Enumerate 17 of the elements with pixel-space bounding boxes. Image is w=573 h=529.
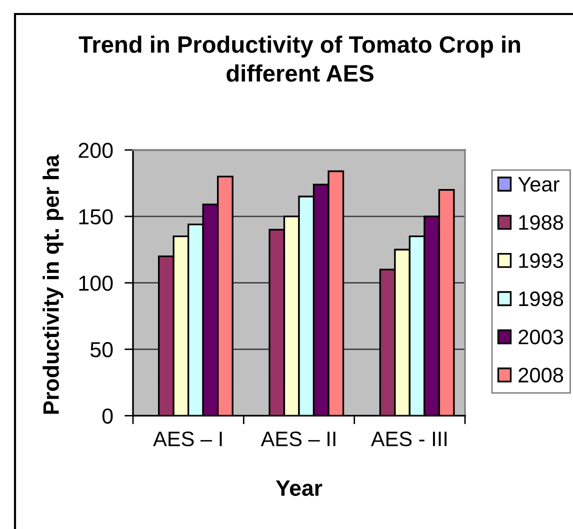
x-axis-title: Year bbox=[276, 480, 322, 496]
legend-label: 2003 bbox=[518, 330, 564, 344]
y-axis-title: Productivity in qt. per ha bbox=[42, 154, 64, 414]
y-tick-label: 50 bbox=[90, 342, 113, 358]
y-tick-label: 150 bbox=[79, 209, 113, 224]
y-tick-label: 200 bbox=[78, 142, 113, 158]
legend-label: 1993 bbox=[519, 253, 564, 268]
x-tick-label: AES – II bbox=[260, 432, 336, 446]
x-tick-label: AES - III bbox=[370, 432, 447, 446]
legend-label: 2008 bbox=[518, 368, 564, 383]
chart-title: Trend in Productivity of Tomato Crop in different AES bbox=[78, 36, 520, 82]
y-tick-label: 0 bbox=[102, 408, 113, 424]
legend-label: 1998 bbox=[519, 291, 564, 306]
legend-label: 1988 bbox=[519, 215, 564, 230]
legend-label: Year bbox=[518, 177, 560, 192]
x-tick-label: AES – I bbox=[153, 432, 222, 446]
y-tick-label: 100 bbox=[79, 276, 113, 291]
